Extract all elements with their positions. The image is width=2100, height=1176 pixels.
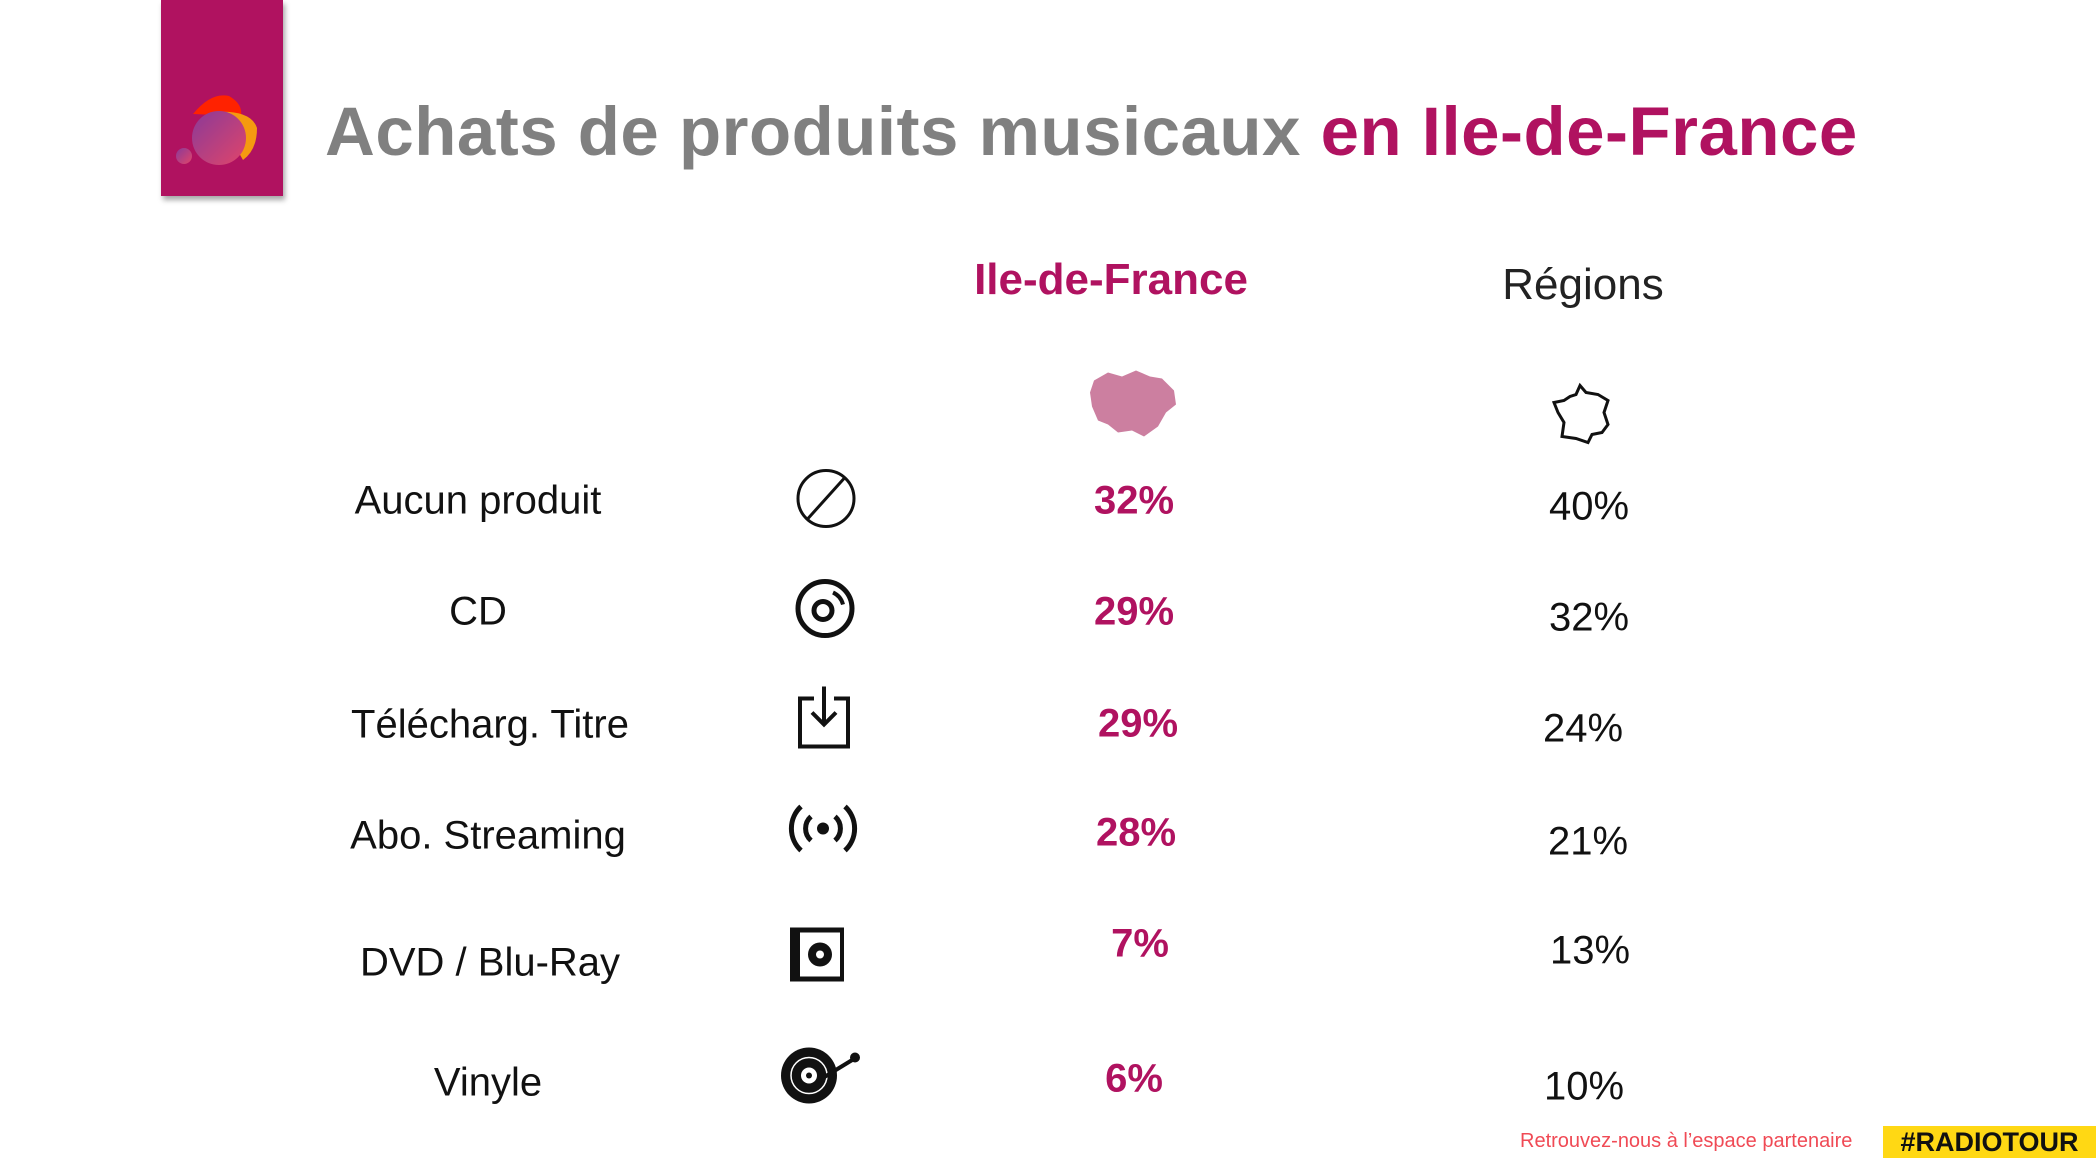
- france-map-icon: [1550, 382, 1616, 450]
- vinyl-icon: [779, 1046, 863, 1111]
- idf-value: 32%: [1093, 478, 1175, 523]
- row-label: DVD / Blu-Ray: [359, 940, 621, 985]
- streaming-icon: [787, 803, 859, 860]
- row-label: CD: [449, 589, 507, 634]
- regions-value: 21%: [1547, 819, 1629, 864]
- title-main: Achats de produits musicaux: [325, 93, 1321, 170]
- download-icon: [796, 685, 852, 756]
- brand-logo: [161, 0, 283, 196]
- idf-value: 28%: [1095, 810, 1177, 855]
- hashtag-badge: #RADIOTOUR: [1883, 1126, 2096, 1158]
- column-header-idf: Ile-de-France: [974, 255, 1248, 304]
- regions-value: 13%: [1549, 928, 1631, 973]
- cd-icon: [793, 577, 857, 646]
- idf-value: 6%: [1105, 1056, 1163, 1101]
- row-label: Abo. Streaming: [350, 813, 626, 858]
- column-header-regions: Régions: [1502, 260, 1664, 309]
- page-title: Achats de produits musicaux en Ile-de-Fr…: [325, 92, 1858, 171]
- idf-value: 29%: [1093, 589, 1175, 634]
- title-accent: en Ile-de-France: [1320, 93, 1858, 170]
- footer-text: Retrouvez-nous à l’espace partenaire: [1520, 1130, 1853, 1152]
- regions-value: 32%: [1548, 595, 1630, 640]
- row-label: Aucun produit: [354, 478, 602, 523]
- row-label: Télécharg. Titre: [351, 702, 629, 747]
- idf-map-icon: [1088, 369, 1178, 444]
- no-product-icon: [794, 467, 858, 536]
- idf-value: 7%: [1111, 921, 1169, 966]
- regions-value: 10%: [1543, 1064, 1625, 1109]
- row-label: Vinyle: [433, 1060, 543, 1105]
- logo-icon: [176, 95, 257, 165]
- dvd-icon: [790, 927, 844, 987]
- regions-value: 40%: [1548, 484, 1630, 529]
- regions-value: 24%: [1542, 706, 1624, 751]
- idf-value: 29%: [1097, 701, 1179, 746]
